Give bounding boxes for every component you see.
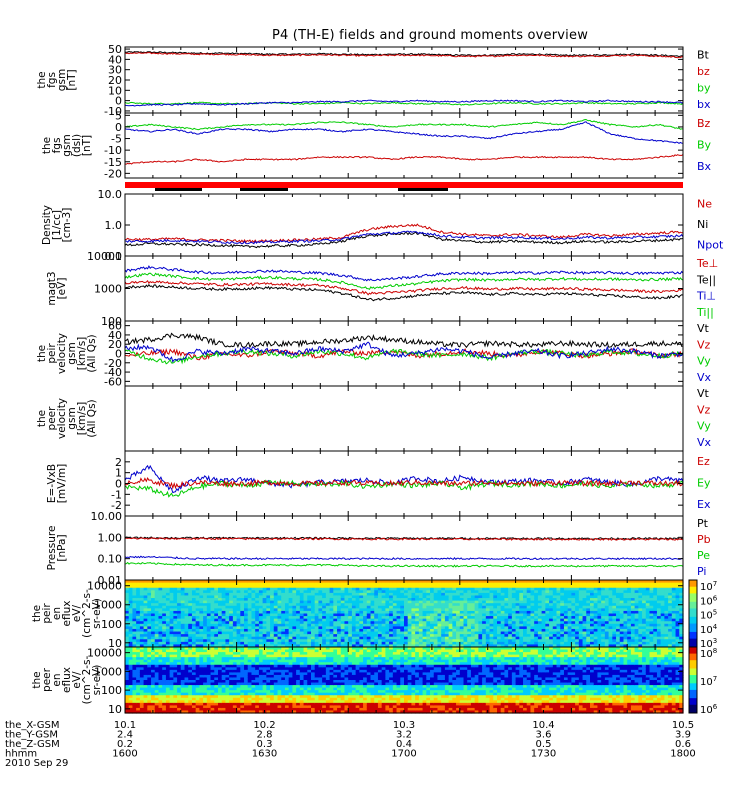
- y-tick-label: 1.0: [105, 219, 123, 232]
- panel-peir_eflux: 10710610510410310000100010010thepeirenef…: [31, 580, 718, 650]
- y-tick-label: 10000: [87, 250, 122, 263]
- series-peir_velocity-Vt: [125, 333, 683, 347]
- legend-Pt: Pt: [697, 517, 709, 530]
- legend-Vt: Vt: [697, 322, 710, 335]
- legend-Pi: Pi: [697, 565, 706, 578]
- series-peir_velocity-Vy: [125, 349, 683, 364]
- series-density-Ni: [125, 232, 683, 247]
- series-magt3-Te: [125, 281, 683, 295]
- panel-frame: [125, 516, 683, 580]
- legend-Ne: Ne: [697, 197, 712, 210]
- legend-Ti: Ti||: [696, 306, 714, 319]
- y-axis-label: [mV/m]: [56, 464, 68, 503]
- legend-Vt: Vt: [697, 387, 710, 400]
- legend-bx: bx: [697, 98, 711, 111]
- legend-Vz: Vz: [697, 338, 711, 351]
- series-pressure-Pe: [125, 563, 683, 567]
- y-tick-label: 0.10: [98, 553, 123, 566]
- legend-by: by: [697, 81, 711, 94]
- panel-frame: [125, 113, 683, 178]
- y-tick-label: 1000: [94, 283, 122, 296]
- legend-Ez: Ez: [697, 455, 710, 468]
- colorbar-tick-label: 107: [700, 580, 717, 593]
- series-magt3-Te: [125, 285, 683, 301]
- legend-Vx: Vx: [697, 371, 712, 384]
- legend-Pe: Pe: [697, 549, 710, 562]
- colorbar-tick-label: 106: [700, 594, 718, 607]
- y-axis-label: sr-eV): [91, 598, 103, 629]
- legend-Vx: Vx: [697, 436, 712, 449]
- panel-frame: [125, 386, 683, 451]
- series-fgs_dsl-By: [125, 122, 683, 144]
- status-bar-segment-1: [240, 188, 288, 191]
- y-axis-label: [nT]: [81, 135, 93, 156]
- series-fgs_dsl-Bx: [125, 155, 683, 165]
- legend-Vz: Vz: [697, 403, 711, 416]
- y-tick-label: 100: [101, 618, 122, 631]
- legend-Ex: Ex: [697, 498, 711, 511]
- status-bar-red: [125, 182, 683, 188]
- legend-By: By: [697, 139, 712, 152]
- legend-Bx: Bx: [697, 160, 712, 173]
- status-bar-segment-0: [155, 188, 202, 191]
- y-tick-label: 10.00: [91, 510, 123, 523]
- legend-Vy: Vy: [697, 420, 711, 433]
- y-axis-label: [nT]: [66, 69, 78, 90]
- y-axis-label: [cm-3]: [61, 208, 73, 243]
- legend-Pb: Pb: [697, 533, 711, 546]
- legend-Npot: Npot: [697, 239, 724, 252]
- series-magt3-Ti: [125, 273, 683, 289]
- legend-bz: bz: [697, 65, 710, 78]
- panel-frame: [125, 194, 683, 256]
- legend-Bz: Bz: [697, 117, 711, 130]
- legend-Vy: Vy: [697, 355, 711, 368]
- y-axis-label: (All Qs): [86, 334, 98, 372]
- y-tick-label: 1.00: [98, 531, 123, 544]
- y-axis-label: (All Qs): [86, 399, 98, 437]
- y-tick-label: -20: [104, 167, 122, 180]
- legend-Ni: Ni: [697, 218, 708, 231]
- status-bar-segment-2: [398, 188, 448, 191]
- panel-peir_velocity: 6040200-20-40-60thepeirvelocitygsm[km/s]…: [36, 320, 712, 389]
- legend-Te: Te||: [696, 273, 716, 286]
- legend-Ey: Ey: [697, 477, 711, 490]
- series-pressure-Pi: [125, 556, 683, 559]
- panel-frame: [125, 321, 683, 386]
- y-axis-label: [eV]: [56, 278, 68, 300]
- colorbar-tick-label: 104: [700, 623, 718, 636]
- legend-Ti: Ti⊥: [696, 290, 716, 303]
- panel-peer_eflux: 10810710610000100010010thepeerenefluxeV/…: [31, 647, 718, 716]
- y-tick-label: 10.0: [98, 188, 123, 201]
- legend-Bt: Bt: [697, 48, 710, 61]
- series-e_field-Ex: [125, 466, 683, 493]
- legend-Te: Te⊥: [696, 257, 718, 270]
- chart-title: P4 (TH-E) fields and ground moments over…: [0, 28, 750, 43]
- y-axis-label: [nPa]: [56, 534, 68, 561]
- y-tick-label: -60: [104, 375, 122, 388]
- colorbar-tick-label: 105: [700, 609, 717, 622]
- series-density-Ne: [125, 224, 683, 242]
